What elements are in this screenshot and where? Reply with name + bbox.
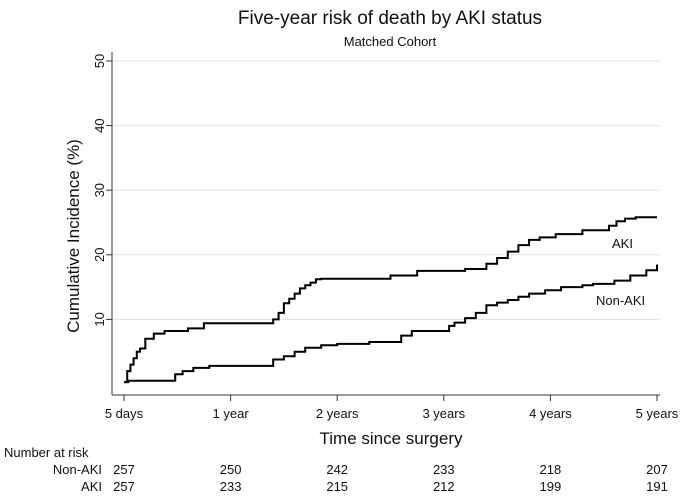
risk-table-header: Number at risk [4,445,89,460]
chart-subtitle: Matched Cohort [344,34,437,49]
risk-value-non-aki: 218 [540,462,562,477]
y-tick-label: 20 [92,248,107,262]
y-ticks: 10 20 30 40 50 [92,54,112,327]
risk-value-aki: 257 [113,479,135,494]
risk-value-non-aki: 233 [433,462,455,477]
x-tick-label: 2 years [316,406,359,421]
y-tick-label: 30 [92,183,107,197]
risk-value-aki: 233 [220,479,242,494]
risk-value-non-aki: 257 [113,462,135,477]
risk-row-label-aki: AKI [81,479,102,494]
y-tick-label: 10 [92,312,107,326]
x-tick-label: 1 year [213,406,250,421]
risk-value-aki: 191 [646,479,668,494]
series-lines [124,216,658,384]
risk-value-aki: 199 [540,479,562,494]
risk-value-aki: 212 [433,479,455,494]
series-label-non-aki: Non-AKI [596,293,645,308]
x-tick-label: 5 years [636,406,679,421]
risk-row-label-non-aki: Non-AKI [53,462,102,477]
risk-value-non-aki: 242 [326,462,348,477]
risk-value-aki: 215 [326,479,348,494]
y-tick-label: 50 [92,54,107,68]
risk-value-non-aki: 207 [646,462,668,477]
series-line-non-aki [124,264,658,384]
y-axis-title: Cumulative Incidence (%) [64,139,83,333]
risk-value-non-aki: 250 [220,462,242,477]
series-line-aki [124,216,657,384]
x-ticks: 5 days 1 year 2 years 3 years 4 years 5 years [105,395,679,421]
y-tick-label: 40 [92,118,107,132]
grid [112,60,660,320]
risk-values: 257 250 242 233 218 207 257 233 215 212 199 191 [113,462,668,494]
series-label-aki: AKI [612,236,633,251]
x-tick-label: 5 days [105,406,144,421]
risk-table: Number at risk Non-AKI AKI 257 250 242 233 2… [4,445,668,494]
x-tick-label: 4 years [529,406,572,421]
x-tick-label: 3 years [422,406,465,421]
x-axis-title: Time since surgery [320,429,463,448]
chart-title: Five-year risk of death by AKI status [238,8,542,29]
